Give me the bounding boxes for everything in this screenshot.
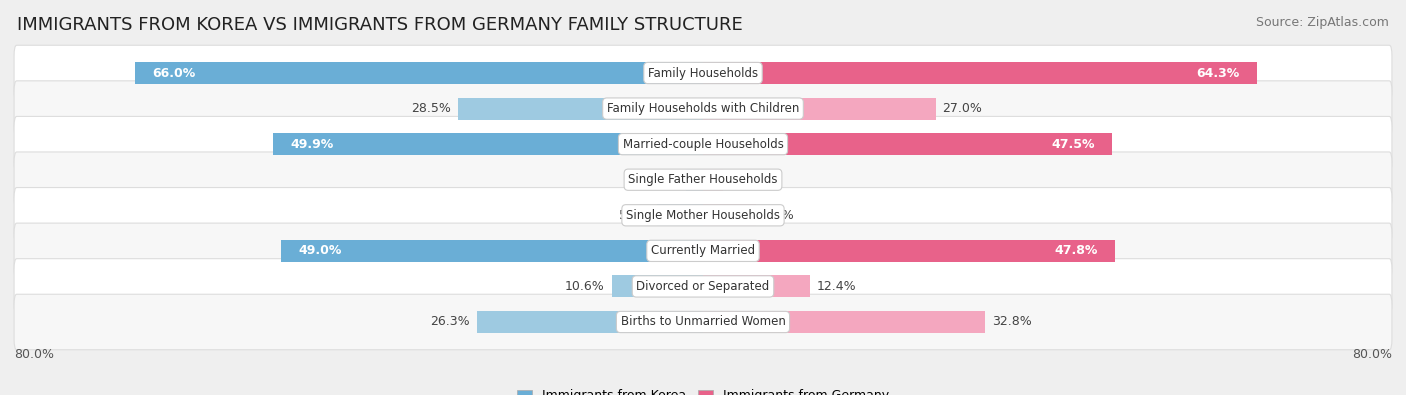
Bar <box>703 311 986 333</box>
Bar <box>281 240 703 262</box>
Legend: Immigrants from Korea, Immigrants from Germany: Immigrants from Korea, Immigrants from G… <box>512 384 894 395</box>
Text: Family Households: Family Households <box>648 66 758 79</box>
FancyBboxPatch shape <box>14 188 1392 243</box>
Bar <box>686 169 703 191</box>
Bar <box>457 98 703 120</box>
Text: Single Mother Households: Single Mother Households <box>626 209 780 222</box>
Text: 6.1%: 6.1% <box>762 209 794 222</box>
Bar <box>612 275 703 297</box>
Text: 26.3%: 26.3% <box>430 316 470 329</box>
Text: 10.6%: 10.6% <box>565 280 605 293</box>
Bar <box>703 133 1112 155</box>
Text: 49.9%: 49.9% <box>291 137 333 150</box>
Text: 2.3%: 2.3% <box>730 173 762 186</box>
Text: 32.8%: 32.8% <box>993 316 1032 329</box>
Bar <box>658 204 703 226</box>
Text: 80.0%: 80.0% <box>14 348 53 361</box>
FancyBboxPatch shape <box>14 81 1392 136</box>
Text: Family Households with Children: Family Households with Children <box>607 102 799 115</box>
Bar <box>703 240 1115 262</box>
Text: 80.0%: 80.0% <box>1353 348 1392 361</box>
Text: Divorced or Separated: Divorced or Separated <box>637 280 769 293</box>
Bar <box>703 62 1257 84</box>
Text: 47.5%: 47.5% <box>1052 137 1095 150</box>
Text: 2.0%: 2.0% <box>647 173 679 186</box>
FancyBboxPatch shape <box>14 152 1392 207</box>
Text: 12.4%: 12.4% <box>817 280 856 293</box>
Bar <box>703 204 755 226</box>
FancyBboxPatch shape <box>14 259 1392 314</box>
Text: 66.0%: 66.0% <box>152 66 195 79</box>
FancyBboxPatch shape <box>14 45 1392 101</box>
Text: IMMIGRANTS FROM KOREA VS IMMIGRANTS FROM GERMANY FAMILY STRUCTURE: IMMIGRANTS FROM KOREA VS IMMIGRANTS FROM… <box>17 16 742 34</box>
Bar <box>135 62 703 84</box>
Bar <box>703 275 810 297</box>
Bar <box>703 169 723 191</box>
FancyBboxPatch shape <box>14 223 1392 278</box>
Text: 49.0%: 49.0% <box>298 245 342 258</box>
Text: Births to Unmarried Women: Births to Unmarried Women <box>620 316 786 329</box>
Text: 5.3%: 5.3% <box>619 209 651 222</box>
Text: 28.5%: 28.5% <box>411 102 451 115</box>
FancyBboxPatch shape <box>14 117 1392 172</box>
Bar <box>703 98 935 120</box>
Text: Married-couple Households: Married-couple Households <box>623 137 783 150</box>
Text: 64.3%: 64.3% <box>1197 66 1240 79</box>
Text: 47.8%: 47.8% <box>1054 245 1098 258</box>
Bar <box>273 133 703 155</box>
Text: Currently Married: Currently Married <box>651 245 755 258</box>
Text: Single Father Households: Single Father Households <box>628 173 778 186</box>
Text: 27.0%: 27.0% <box>942 102 983 115</box>
Bar <box>477 311 703 333</box>
FancyBboxPatch shape <box>14 294 1392 350</box>
Text: Source: ZipAtlas.com: Source: ZipAtlas.com <box>1256 16 1389 29</box>
